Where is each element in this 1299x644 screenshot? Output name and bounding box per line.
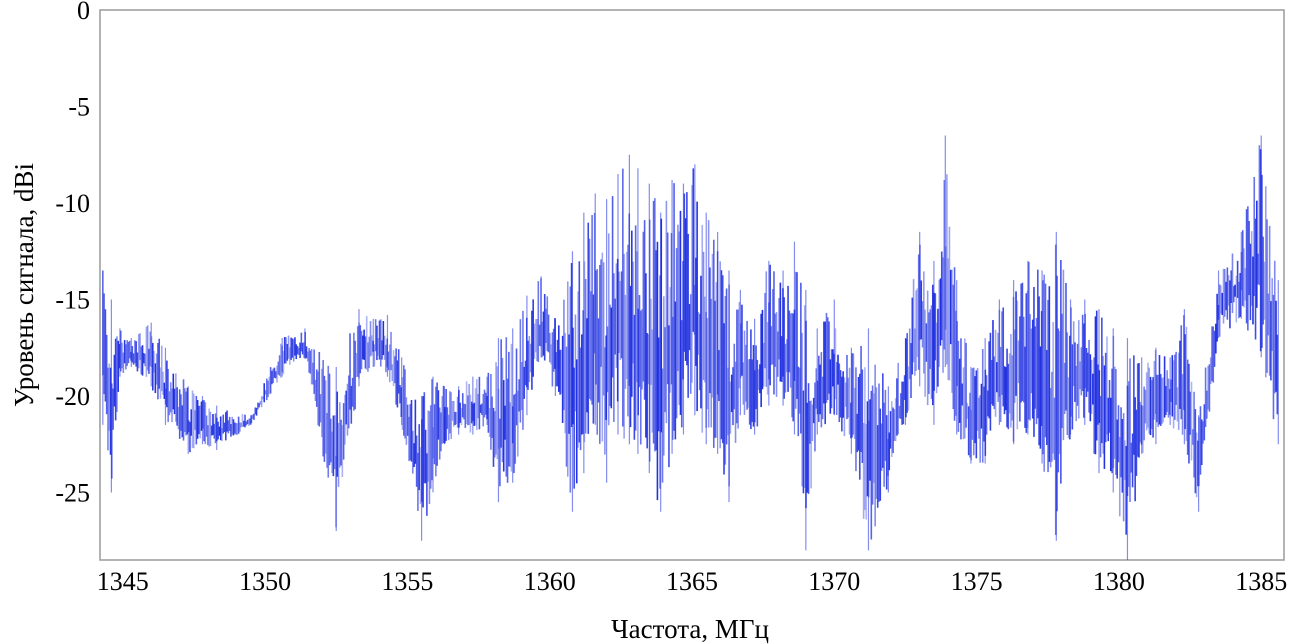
y-tick-label: -5 [68,92,90,121]
plot-area [99,9,1285,561]
x-tick-label: 1380 [1093,567,1145,596]
signal-layer [102,135,1279,560]
x-tick-label: 1350 [239,567,291,596]
y-tick-label: -15 [55,285,90,314]
x-axis-label: Частота, МГц [611,614,769,644]
y-tick-label: -20 [55,382,90,411]
x-tick-label: 1375 [951,567,1003,596]
x-tick-label: 1345 [97,567,149,596]
x-tick-label: 1365 [666,567,718,596]
y-tick-label: -10 [55,189,90,218]
x-tick-label: 1385 [1235,567,1287,596]
x-tick-label: 1355 [381,567,433,596]
x-tick-label: 1370 [808,567,860,596]
x-tick-label: 1360 [524,567,576,596]
y-axis-label: Уровень сигнала, dBi [9,163,39,407]
y-tick-label: -25 [55,478,90,507]
y-tick-labels: 0 -5 -10 -15 -20 -25 [55,0,90,507]
x-tick-labels: 1345 1350 1355 1360 1365 1370 1375 1380 1385 [97,567,1287,596]
y-tick-label: 0 [77,0,90,25]
